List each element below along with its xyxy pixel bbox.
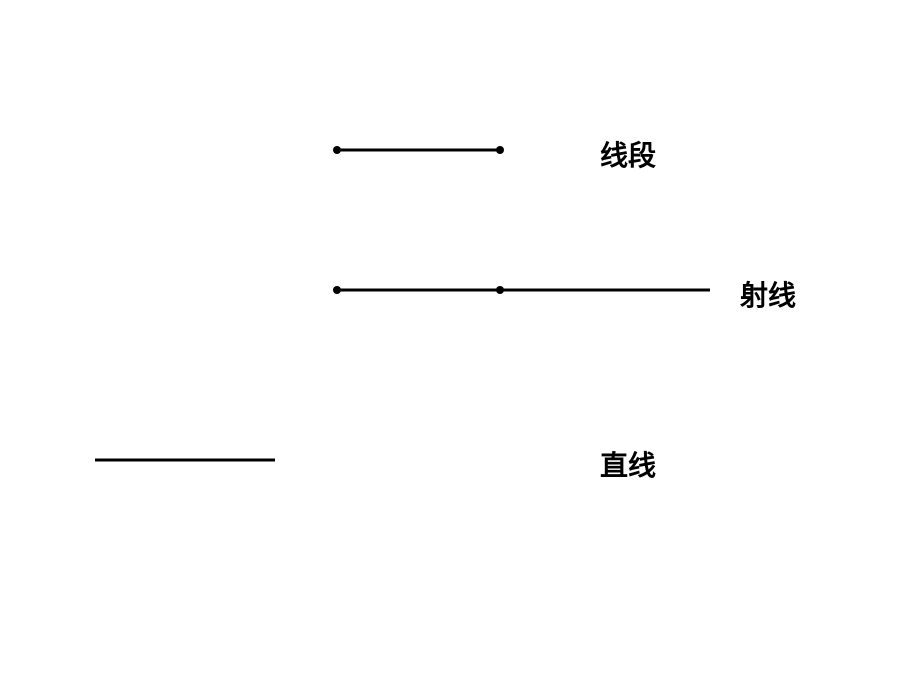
ray-mid-dot <box>496 286 504 294</box>
segment-label: 线段 <box>600 134 656 174</box>
lines-svg <box>0 0 920 690</box>
ray-label: 射线 <box>740 274 796 314</box>
line-label: 直线 <box>600 444 656 484</box>
segment-endpoint-right <box>496 146 504 154</box>
segment-endpoint-left <box>333 146 341 154</box>
diagram-canvas: 线段 射线 直线 <box>0 0 920 690</box>
ray-endpoint <box>333 286 341 294</box>
